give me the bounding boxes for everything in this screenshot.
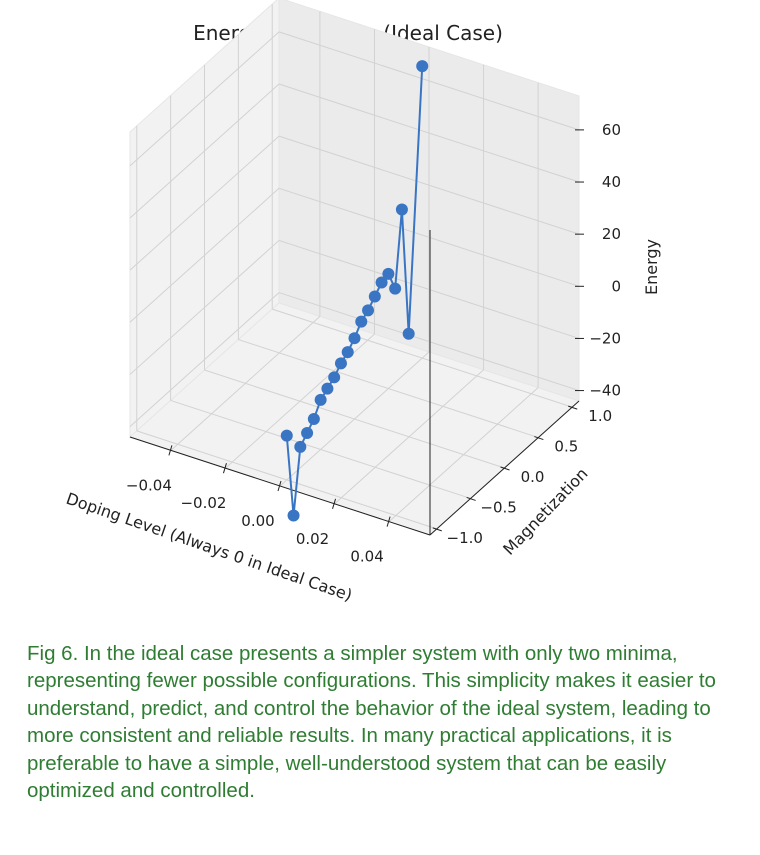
data-point xyxy=(355,315,368,328)
gridline-y-floor xyxy=(204,369,505,469)
data-point xyxy=(301,426,314,439)
y-tick-mark xyxy=(568,405,578,410)
gridline-z-left xyxy=(129,240,280,375)
x-tick-label: −0.04 xyxy=(126,476,172,494)
y-tick-label: −0.5 xyxy=(480,498,516,516)
data-point xyxy=(382,267,395,280)
data-point xyxy=(280,429,293,442)
data-point xyxy=(416,60,429,73)
z-tick-label: 60 xyxy=(602,121,621,139)
data-point xyxy=(402,327,415,340)
data-point xyxy=(307,413,320,426)
gridline-y-floor xyxy=(170,399,471,499)
y-tick-mark xyxy=(534,436,544,441)
y-tick-label: 0.5 xyxy=(554,438,578,456)
z-tick-label: 0 xyxy=(611,277,621,295)
x-tick-mark xyxy=(332,498,337,509)
gridline-z-back xyxy=(278,239,580,339)
data-point xyxy=(389,282,402,295)
data-point xyxy=(314,393,327,406)
y-tick-mark xyxy=(466,496,476,501)
x-tick-label: 0.02 xyxy=(296,530,329,548)
z-tick-label: −20 xyxy=(589,329,621,347)
gridline-z-left xyxy=(129,31,280,167)
z-tick-label: −40 xyxy=(589,382,621,400)
x-tick-mark xyxy=(222,463,227,474)
z-tick-label: 40 xyxy=(602,173,621,191)
data-point xyxy=(328,371,341,384)
gridline-y-floor xyxy=(136,430,437,530)
gridline-z-back xyxy=(278,135,580,235)
gridline-y-floor xyxy=(238,339,539,439)
x-tick-mark xyxy=(168,445,173,456)
y-tick-mark xyxy=(500,466,510,471)
gridline-z-back xyxy=(278,31,580,131)
data-point xyxy=(341,346,354,359)
gridline-z-left xyxy=(129,83,280,219)
axes-panes xyxy=(129,0,580,536)
x-tick-mark xyxy=(386,516,391,527)
y-tick-mark xyxy=(432,527,442,532)
tick-labels: −0.04 −0.02 0.00 0.02 0.04 −1.0 −0.5 0.0 0.5 1.0 −… xyxy=(126,121,621,566)
data-point xyxy=(294,440,307,453)
gridline-z-back xyxy=(278,292,580,392)
y-tick-label: 1.0 xyxy=(588,407,612,425)
data-point xyxy=(375,276,388,289)
gridlines xyxy=(129,4,580,530)
gridline-z-back xyxy=(278,83,580,183)
gridline-z-left xyxy=(129,135,280,271)
data-point xyxy=(287,509,300,522)
y-tick-label: −1.0 xyxy=(447,529,483,547)
data-point xyxy=(348,332,361,345)
data-point xyxy=(321,382,334,395)
series-energy xyxy=(280,60,429,522)
gridline-z-left xyxy=(129,187,280,323)
gridline-z-back xyxy=(278,187,580,287)
data-point xyxy=(368,290,381,303)
gridline-y-floor xyxy=(272,308,573,408)
x-tick-label: 0.00 xyxy=(241,512,274,530)
x-tick-label: −0.02 xyxy=(180,494,226,512)
axis-lines xyxy=(129,129,584,536)
data-point xyxy=(334,357,347,370)
x-tick-label: 0.04 xyxy=(350,548,383,566)
data-point xyxy=(395,203,408,216)
data-point xyxy=(362,304,375,317)
z-tick-label: 20 xyxy=(602,225,621,243)
figure-caption: Fig 6. In the ideal case presents a simp… xyxy=(27,642,716,803)
x-tick-mark xyxy=(277,480,282,492)
y-tick-label: 0.0 xyxy=(521,468,545,486)
z-axis-label: Energy xyxy=(642,239,661,295)
energy-landscape-chart: Energy Landscape (Ideal Case) −0.04−0.02… xyxy=(64,0,661,605)
gridline-z-left xyxy=(129,292,280,427)
